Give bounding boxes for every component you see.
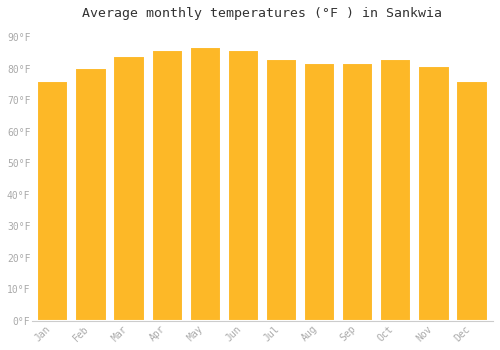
- Bar: [190, 47, 221, 321]
- Bar: [228, 50, 259, 321]
- Bar: [76, 68, 106, 321]
- Bar: [418, 66, 450, 321]
- Bar: [304, 63, 335, 321]
- Title: Average monthly temperatures (°F ) in Sankwia: Average monthly temperatures (°F ) in Sa…: [82, 7, 442, 20]
- Bar: [342, 63, 374, 321]
- Bar: [456, 81, 488, 321]
- Bar: [152, 50, 183, 321]
- Bar: [37, 80, 68, 321]
- Bar: [114, 56, 144, 321]
- Bar: [266, 59, 297, 321]
- Bar: [380, 58, 412, 321]
